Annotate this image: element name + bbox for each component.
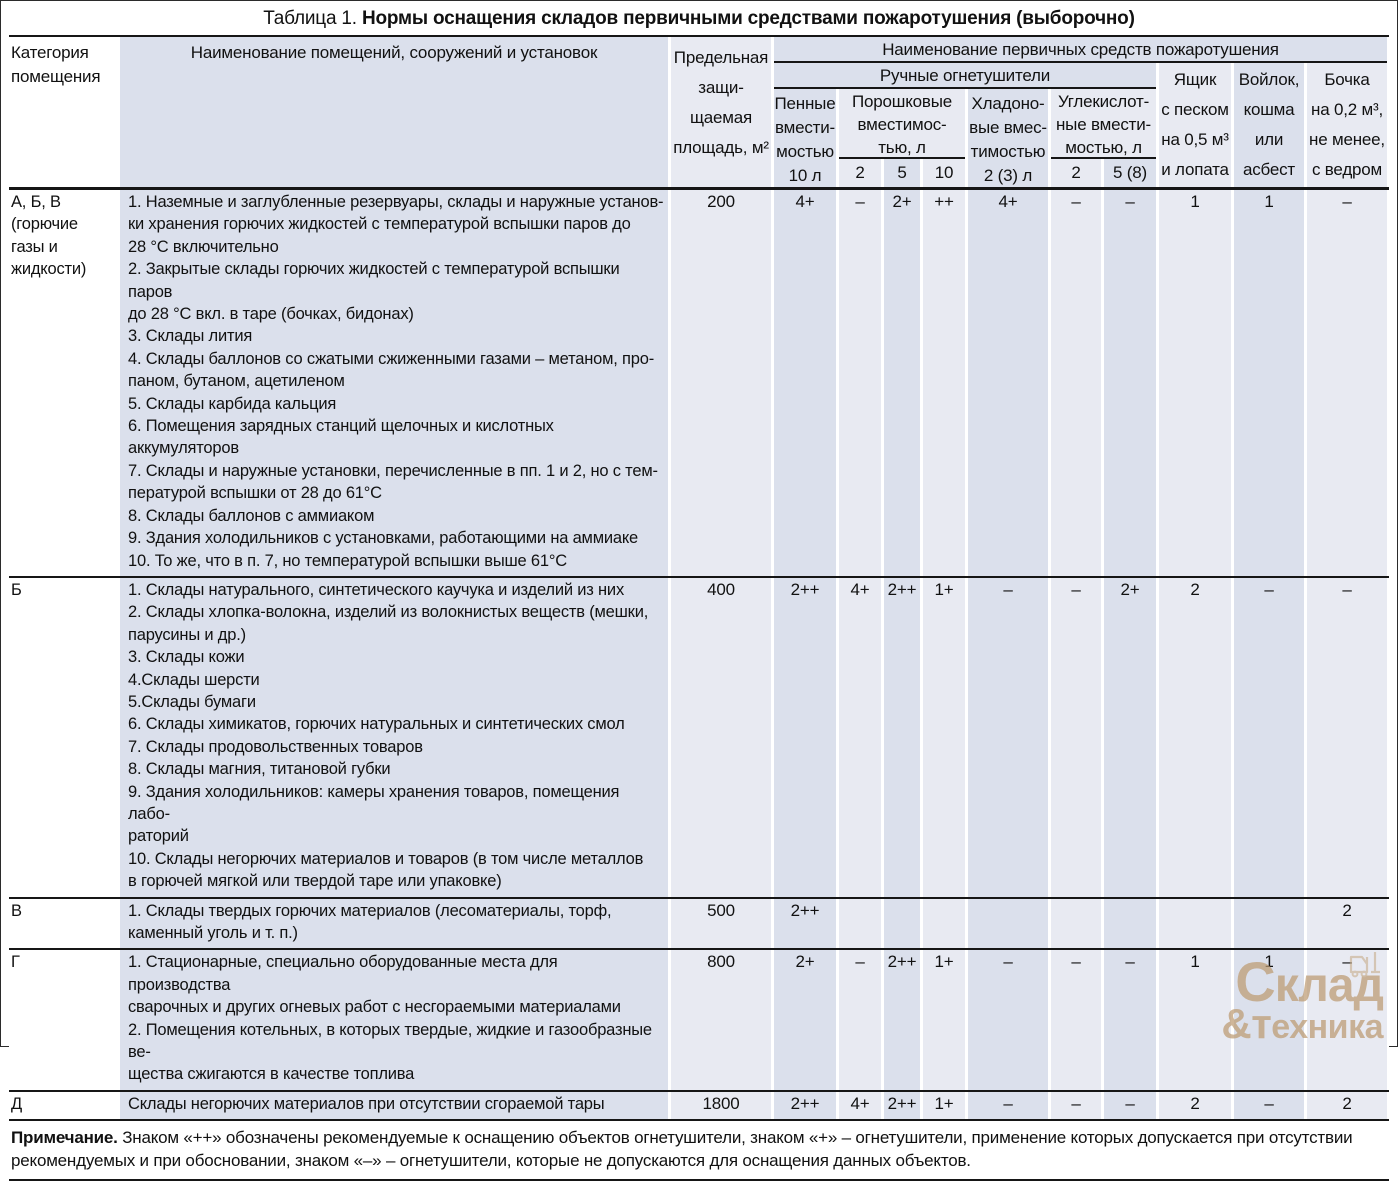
value-co2-2: – <box>1051 577 1101 897</box>
value-area: 800 <box>671 950 771 1090</box>
category-cell: В <box>9 898 117 949</box>
header-category: Категория помещения <box>9 37 117 187</box>
value-co2-2: – <box>1051 1091 1101 1120</box>
value-powder-2: 4+ <box>839 577 881 897</box>
header-felt: Войлок, кошма или асбест <box>1234 63 1304 187</box>
name-cell: 1. Склады натурального, синтетического к… <box>120 577 668 897</box>
norms-table: Категория помещения Наименование помещен… <box>9 35 1389 1181</box>
value-foam: 2++ <box>774 898 836 949</box>
value-felt: – <box>1234 577 1304 897</box>
value-foam: 2+ <box>774 950 836 1090</box>
value-area: 500 <box>671 898 771 949</box>
value-area: 400 <box>671 577 771 897</box>
value-co2-58: – <box>1104 1091 1156 1120</box>
value-barrel: 2 <box>1307 898 1387 949</box>
value-co2-58: – <box>1104 950 1156 1090</box>
note-text: Знаком «++» обозначены рекомендуемые к о… <box>11 1128 1353 1171</box>
category-cell: Б <box>9 577 117 897</box>
value-powder-5 <box>884 898 920 949</box>
value-powder-5: 2+ <box>884 190 920 576</box>
name-cell: 1. Стационарные, специально оборудованны… <box>120 950 668 1090</box>
header-powder-5: 5 <box>884 159 920 187</box>
value-barrel: – <box>1307 950 1387 1090</box>
name-cell: 1. Наземные и заглубленные резервуары, с… <box>120 190 668 576</box>
header-powder-2: 2 <box>839 159 881 187</box>
value-sandbox: 2 <box>1159 577 1231 897</box>
value-foam: 2++ <box>774 577 836 897</box>
value-powder-5: 2++ <box>884 1091 920 1120</box>
header-foam: Пенные вмести- мостью 10 л <box>774 89 836 187</box>
table-row-abv: А, Б, В (горючие газы и жидкости) 1. Наз… <box>9 190 1389 578</box>
value-area: 1800 <box>671 1091 771 1120</box>
table-row-g: Г 1. Стационарные, специально оборудован… <box>9 950 1389 1092</box>
value-powder-2 <box>839 898 881 949</box>
header-area: Предельная защи- щаемая площадь, м² <box>671 37 771 187</box>
value-co2-58: – <box>1104 190 1156 576</box>
header-hand-extinguishers: Ручные огнетушители <box>774 63 1156 89</box>
table-title: Таблица 1. Нормы оснащения складов перви… <box>1 1 1397 35</box>
note-label: Примечание. <box>11 1128 118 1148</box>
value-halon: – <box>968 577 1048 897</box>
value-halon: 4+ <box>968 190 1048 576</box>
value-halon: – <box>968 950 1048 1090</box>
value-powder-10: ++ <box>923 190 965 576</box>
table-row-v: В 1. Склады твердых горючих материалов (… <box>9 898 1389 951</box>
value-foam: 2++ <box>774 1091 836 1120</box>
table-note: Примечание. Знаком «++» обозначены реком… <box>9 1121 1389 1181</box>
value-powder-10: 1+ <box>923 950 965 1090</box>
value-sandbox: 2 <box>1159 1091 1231 1120</box>
header-powder: Порошковые вместимос- тью, л <box>839 89 965 159</box>
value-felt <box>1234 898 1304 949</box>
value-barrel: – <box>1307 190 1387 576</box>
table-header: Категория помещения Наименование помещен… <box>9 35 1389 190</box>
header-powder-10: 10 <box>923 159 965 187</box>
value-co2-58 <box>1104 898 1156 949</box>
header-barrel: Бочка на 0,2 м³, не менее, с ведром <box>1307 63 1387 187</box>
value-powder-10: 1+ <box>923 1091 965 1120</box>
name-cell: Склады негорючих материалов при отсутств… <box>120 1091 668 1120</box>
value-co2-2: – <box>1051 190 1101 576</box>
value-powder-2: – <box>839 190 881 576</box>
table-title-text: Нормы оснащения складов первичными средс… <box>361 8 1135 29</box>
header-halon: Хладоно- вые вмес- тимостью 2 (3) л <box>968 89 1048 187</box>
value-powder-5: 2++ <box>884 577 920 897</box>
value-sandbox: 1 <box>1159 190 1231 576</box>
header-means-group: Наименование первичных средств пожаротуш… <box>774 37 1387 63</box>
category-cell: А, Б, В (горючие газы и жидкости) <box>9 190 117 576</box>
value-co2-2 <box>1051 898 1101 949</box>
value-powder-10: 1+ <box>923 577 965 897</box>
value-foam: 4+ <box>774 190 836 576</box>
header-co2: Углекислот- ные вмести- мостью, л <box>1051 89 1156 159</box>
header-co2-2: 2 <box>1051 159 1101 187</box>
value-felt: 1 <box>1234 950 1304 1090</box>
value-barrel: – <box>1307 577 1387 897</box>
value-halon: – <box>968 1091 1048 1120</box>
value-powder-2: 4+ <box>839 1091 881 1120</box>
value-barrel: 2 <box>1307 1091 1387 1120</box>
category-cell: Г <box>9 950 117 1090</box>
value-felt: 1 <box>1234 190 1304 576</box>
value-sandbox <box>1159 898 1231 949</box>
name-cell: 1. Склады твердых горючих материалов (ле… <box>120 898 668 949</box>
value-powder-2: – <box>839 950 881 1090</box>
category-cell: Д <box>9 1091 117 1120</box>
header-sandbox: Ящик с песком на 0,5 м³ и лопата <box>1159 63 1231 187</box>
value-sandbox: 1 <box>1159 950 1231 1090</box>
table-row-b: Б 1. Склады натурального, синтетического… <box>9 577 1389 899</box>
header-name: Наименование помещений, сооружений и уст… <box>120 37 668 187</box>
table-row-d: Д Склады негорючих материалов при отсутс… <box>9 1091 1389 1122</box>
value-co2-58: 2+ <box>1104 577 1156 897</box>
value-co2-2: – <box>1051 950 1101 1090</box>
value-felt: – <box>1234 1091 1304 1120</box>
value-powder-5: 2++ <box>884 950 920 1090</box>
value-halon <box>968 898 1048 949</box>
table-title-prefix: Таблица 1. <box>263 8 357 29</box>
header-co2-58: 5 (8) <box>1104 159 1156 187</box>
value-powder-10 <box>923 898 965 949</box>
value-area: 200 <box>671 190 771 576</box>
